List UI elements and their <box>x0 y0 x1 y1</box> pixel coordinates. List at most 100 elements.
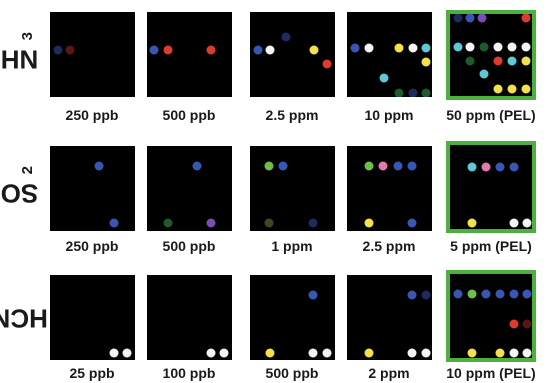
sensor-dot <box>495 348 505 358</box>
sensor-panel <box>250 275 335 360</box>
sensor-dot <box>509 348 519 358</box>
sensor-dot <box>394 43 404 53</box>
sensor-dot <box>407 161 417 171</box>
sensor-dot <box>394 88 404 97</box>
concentration-label: 2.5 ppm <box>265 107 319 123</box>
sensor-dot <box>264 218 274 228</box>
sensor-panel <box>147 275 232 360</box>
concentration-label: 2 ppm <box>368 365 410 381</box>
sensor-dot <box>507 56 517 66</box>
sensor-dot <box>122 348 132 358</box>
gas-label-nh3: NH3 <box>0 31 39 75</box>
sensor-panel <box>147 146 232 231</box>
concentration-label-pel: 50 ppm (PEL) <box>446 107 536 123</box>
sensor-dot <box>521 84 531 94</box>
sensor-panel-pel <box>446 141 536 233</box>
sensor-dot <box>522 319 532 329</box>
concentration-label: 1 ppm <box>271 238 313 254</box>
sensor-dot <box>206 45 216 55</box>
dot-array <box>467 162 532 228</box>
concentration-label: 100 ppb <box>162 365 216 381</box>
sensor-panel <box>250 12 335 97</box>
concentration-label: 10 ppm <box>364 107 414 123</box>
dot-array <box>264 161 318 228</box>
sensor-dot <box>109 218 119 228</box>
sensor-dot <box>163 218 173 228</box>
sensor-dot <box>453 289 463 299</box>
dot-array <box>253 32 332 69</box>
sensor-dot <box>493 42 503 52</box>
gas-label-so2: SO2 <box>0 165 39 209</box>
sensor-dot <box>467 348 477 358</box>
sensor-dot <box>481 162 491 172</box>
sensor-dot <box>507 42 517 52</box>
sensor-panel <box>50 275 135 360</box>
concentration-label: 500 ppb <box>162 238 216 254</box>
sensor-dot <box>467 289 477 299</box>
dot-array <box>364 161 417 228</box>
sensor-panel <box>50 12 135 97</box>
sensor-dot <box>421 88 431 97</box>
dot-array <box>53 45 75 55</box>
sensor-dot <box>379 73 389 83</box>
sensor-dot <box>281 32 291 42</box>
sensor-panel-pel <box>446 270 536 362</box>
concentration-label: 250 ppb <box>65 238 119 254</box>
sensor-dot <box>109 348 119 358</box>
sensor-dot <box>350 43 360 53</box>
sensor-dot <box>278 161 288 171</box>
sensor-dot <box>364 348 374 358</box>
dot-array <box>206 348 229 358</box>
sensor-dot <box>163 45 173 55</box>
sensor-dot <box>253 45 263 55</box>
sensor-dot <box>265 348 275 358</box>
sensor-dot <box>465 14 475 23</box>
sensor-dot <box>407 290 417 300</box>
concentration-label-pel: 10 ppm (PEL) <box>446 365 536 381</box>
sensor-dot <box>481 289 491 299</box>
sensor-dot <box>421 43 431 53</box>
dot-array <box>453 289 532 358</box>
sensor-dot <box>521 56 531 66</box>
sensor-dot <box>509 218 519 228</box>
sensor-dot <box>265 45 275 55</box>
sensor-dot <box>509 319 519 329</box>
sensor-dot <box>309 45 319 55</box>
dot-array <box>350 43 431 97</box>
sensor-dot <box>192 161 202 171</box>
sensor-panel-pel <box>446 10 536 100</box>
sensor-dot <box>467 162 477 172</box>
sensor-panel <box>147 12 232 97</box>
sensor-dot <box>509 162 519 172</box>
sensor-dot <box>206 218 216 228</box>
sensor-dot <box>493 56 503 66</box>
concentration-label: 250 ppb <box>65 107 119 123</box>
sensor-panel <box>347 12 432 97</box>
sensor-panel <box>347 146 432 231</box>
sensor-dot <box>53 45 63 55</box>
sensor-dot <box>507 84 517 94</box>
dot-array <box>109 348 132 358</box>
sensor-dot <box>364 161 374 171</box>
sensor-dot <box>308 290 318 300</box>
dot-array <box>364 290 431 358</box>
sensor-dot <box>264 161 274 171</box>
dot-array <box>94 161 119 228</box>
dot-array <box>149 45 216 55</box>
sensor-dot <box>65 45 75 55</box>
sensor-dot <box>308 348 318 358</box>
sensor-dot <box>493 84 503 94</box>
sensor-dot <box>364 218 374 228</box>
sensor-dot <box>495 289 505 299</box>
sensor-dot <box>479 42 489 52</box>
sensor-panel <box>50 146 135 231</box>
sensor-dot <box>408 43 418 53</box>
concentration-label: 2.5 ppm <box>362 238 416 254</box>
sensor-dot <box>421 290 431 300</box>
sensor-dot <box>378 161 388 171</box>
sensor-dot <box>465 42 475 52</box>
sensor-dot <box>408 88 418 97</box>
sensor-dot <box>206 348 216 358</box>
sensor-dot <box>364 43 374 53</box>
sensor-dot <box>477 14 487 23</box>
